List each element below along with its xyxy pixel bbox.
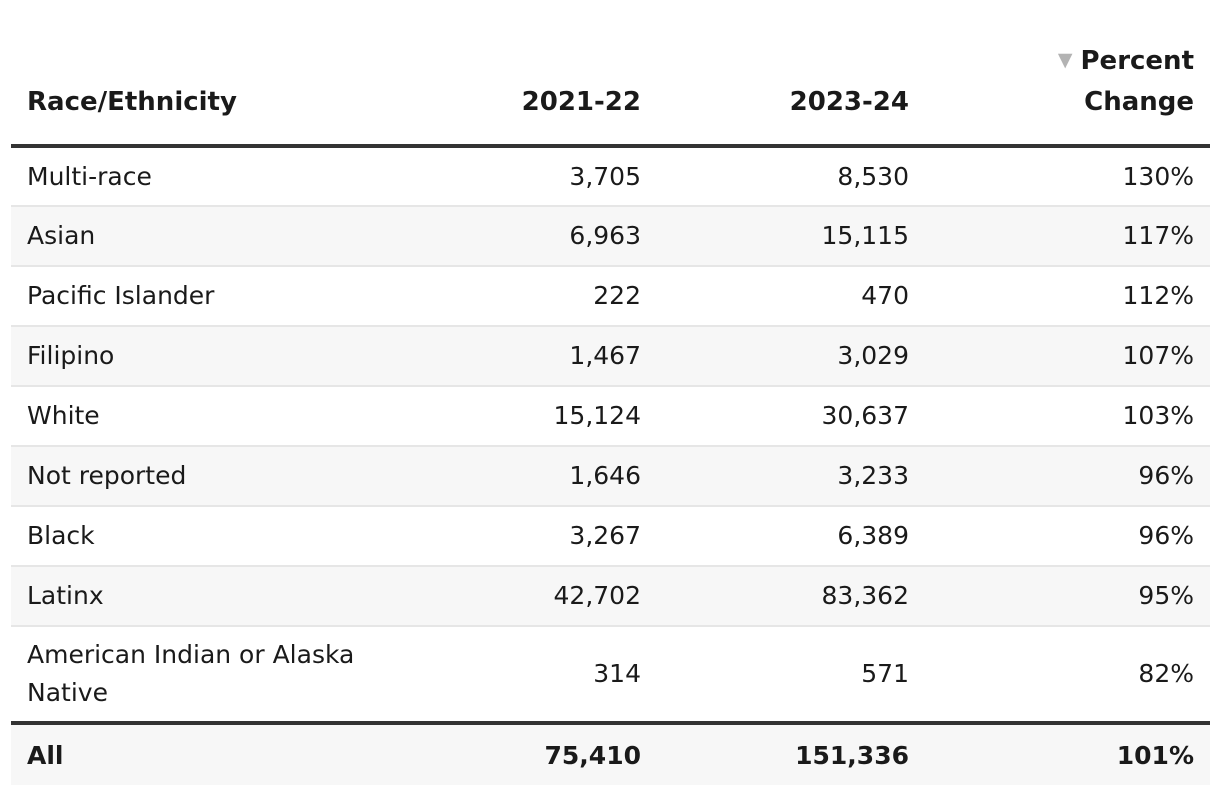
cell-2023-24: 30,637 (657, 386, 925, 447)
cell-percent-change: 96% (925, 446, 1210, 507)
table-row: Latinx 42,702 83,362 95% (11, 566, 1210, 627)
cell-2023-24: 3,029 (657, 326, 925, 387)
cell-2023-24: 3,233 (657, 446, 925, 507)
cell-race: Multi-race (11, 146, 391, 207)
total-2021-22: 75,410 (391, 721, 657, 785)
cell-race: Filipino (11, 326, 391, 387)
cell-percent-change: 103% (925, 386, 1210, 447)
cell-2023-24: 470 (657, 266, 925, 327)
table-row: White 15,124 30,637 103% (11, 386, 1210, 447)
cell-2021-22: 1,646 (391, 446, 657, 507)
cell-race: Latinx (11, 566, 391, 627)
cell-race: American Indian or Alaska Native (11, 626, 391, 723)
table-row: Black 3,267 6,389 96% (11, 506, 1210, 567)
enrollment-table: Race/Ethnicity 2021-22 2023-24 ▼ Percent C… (11, 0, 1210, 785)
cell-percent-change: 96% (925, 506, 1210, 567)
table-row: Pacific Islander 222 470 112% (11, 266, 1210, 327)
cell-2021-22: 15,124 (391, 386, 657, 447)
column-header-2021-22[interactable]: 2021-22 (391, 0, 657, 148)
total-label: All (11, 721, 391, 785)
table-row: American Indian or Alaska Native 314 571 82% (11, 626, 1210, 723)
cell-race: Black (11, 506, 391, 567)
percent-change-label-line2: Change (1084, 87, 1194, 117)
cell-2021-22: 222 (391, 266, 657, 327)
cell-2021-22: 6,963 (391, 206, 657, 267)
cell-2021-22: 3,705 (391, 146, 657, 207)
sort-descending-icon[interactable]: ▼ (1057, 49, 1073, 71)
cell-race: Pacific Islander (11, 266, 391, 327)
column-header-race[interactable]: Race/Ethnicity (11, 0, 391, 148)
column-header-percent-change[interactable]: ▼ Percent Change (925, 0, 1210, 148)
cell-percent-change: 82% (925, 626, 1210, 723)
cell-percent-change: 95% (925, 566, 1210, 627)
data-table-container: Race/Ethnicity 2021-22 2023-24 ▼ Percent C… (11, 0, 1210, 785)
percent-change-label-line1: Percent (1080, 46, 1195, 76)
table-header: Race/Ethnicity 2021-22 2023-24 ▼ Percent C… (11, 0, 1210, 148)
cell-2021-22: 314 (391, 626, 657, 723)
table-row: Not reported 1,646 3,233 96% (11, 446, 1210, 507)
cell-2023-24: 571 (657, 626, 925, 723)
table-row: Filipino 1,467 3,029 107% (11, 326, 1210, 387)
total-percent-change: 101% (925, 721, 1210, 785)
table-row: Asian 6,963 15,115 117% (11, 206, 1210, 267)
cell-race: Asian (11, 206, 391, 267)
cell-race: White (11, 386, 391, 447)
table-row: Multi-race 3,705 8,530 130% (11, 146, 1210, 207)
column-header-2023-24[interactable]: 2023-24 (657, 0, 925, 148)
table-body: Multi-race 3,705 8,530 130% Asian 6,963 15,115… (11, 146, 1210, 723)
cell-2023-24: 15,115 (657, 206, 925, 267)
header-row: Race/Ethnicity 2021-22 2023-24 ▼ Percent C… (11, 0, 1210, 148)
cell-2021-22: 3,267 (391, 506, 657, 567)
cell-percent-change: 130% (925, 146, 1210, 207)
cell-race: Not reported (11, 446, 391, 507)
total-2023-24: 151,336 (657, 721, 925, 785)
cell-percent-change: 107% (925, 326, 1210, 387)
table-footer: All 75,410 151,336 101% (11, 721, 1210, 785)
cell-2023-24: 83,362 (657, 566, 925, 627)
cell-2021-22: 42,702 (391, 566, 657, 627)
cell-2021-22: 1,467 (391, 326, 657, 387)
cell-2023-24: 6,389 (657, 506, 925, 567)
total-row: All 75,410 151,336 101% (11, 721, 1210, 785)
cell-percent-change: 117% (925, 206, 1210, 267)
cell-2023-24: 8,530 (657, 146, 925, 207)
cell-percent-change: 112% (925, 266, 1210, 327)
